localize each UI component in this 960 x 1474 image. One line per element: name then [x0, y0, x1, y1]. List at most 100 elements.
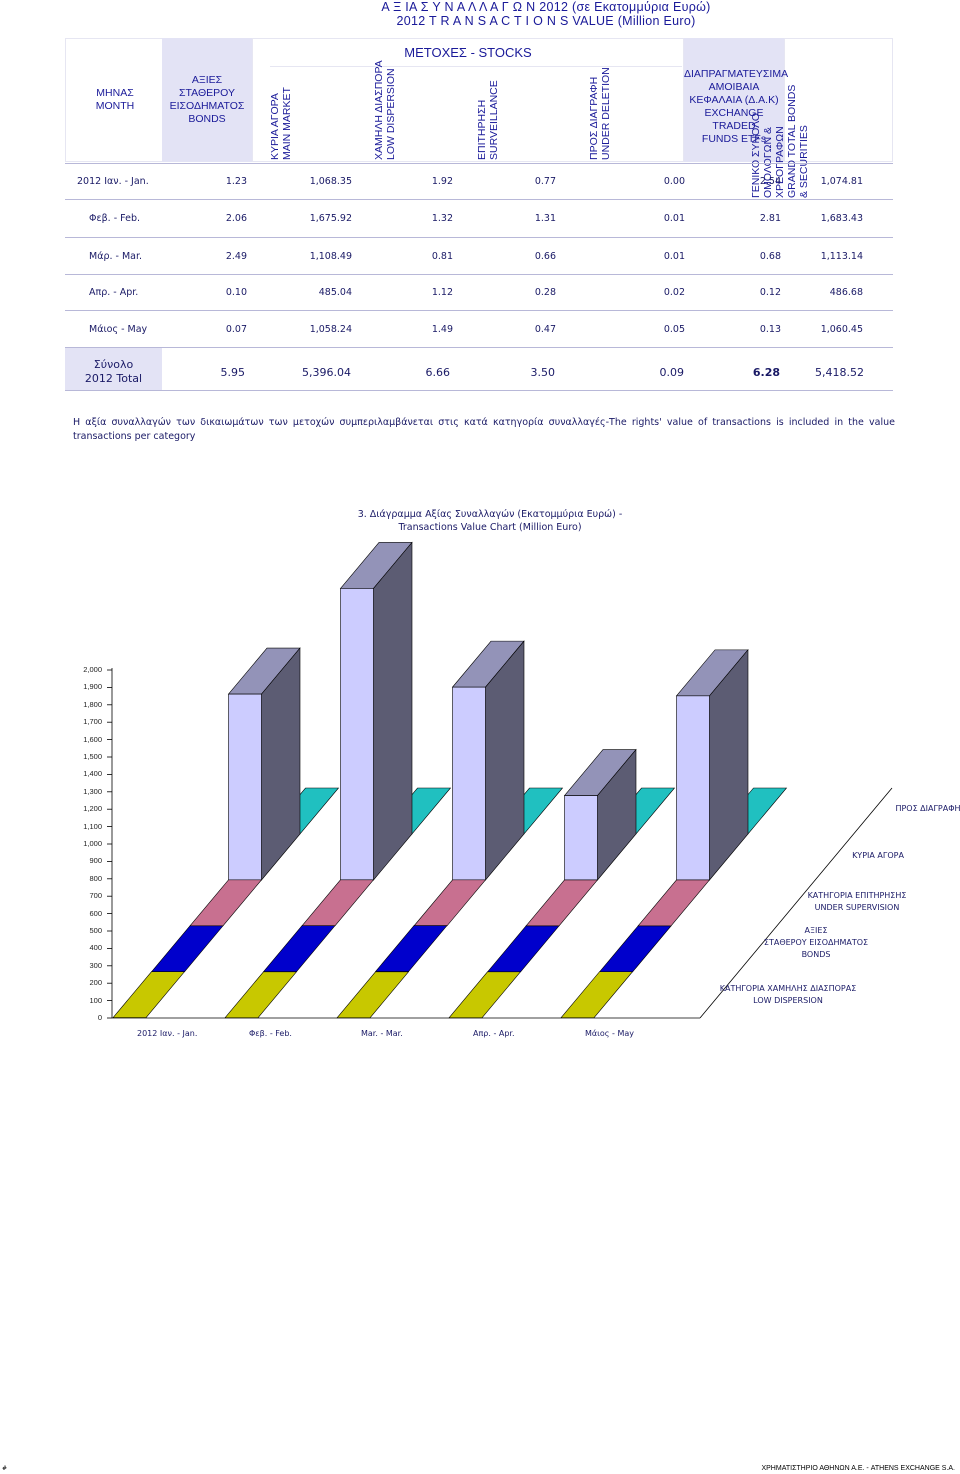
series-label-line: ΣΤΑΘΕΡΟΥ ΕΙΣΟΔΗΜΑΤΟΣ — [763, 938, 869, 947]
bar-top — [451, 640, 525, 688]
cell-total: 1,060.45 — [820, 324, 863, 335]
row-divider — [65, 390, 893, 391]
cell-etf: 0.12 — [759, 287, 781, 298]
bar-side — [261, 647, 301, 881]
cell-surv: 0.77 — [534, 176, 556, 187]
cell-surv: 1.31 — [534, 213, 556, 224]
bar-top — [189, 879, 263, 927]
bar-side — [709, 649, 749, 881]
bar — [228, 693, 262, 881]
header-under-deletion: ΠΡΟΣ ΔΙΑΓΡΑΦΗ UNDER DELETION — [588, 67, 612, 160]
y-tick-label: 100 — [89, 995, 102, 1005]
cell-low: 1.92 — [431, 176, 453, 187]
series-label: ΑΞΙΕΣ ΣΤΑΘΕΡΟΥ ΕΙΣΟΔΗΜΑΤΟΣ BONDS — [736, 925, 896, 961]
y-tick-label: 2,000 — [83, 665, 102, 674]
bar-top — [378, 787, 452, 835]
bar-top — [413, 879, 487, 927]
cell-bonds: 1.23 — [225, 176, 247, 187]
total-etf: 6.28 — [752, 366, 780, 379]
bar-top — [301, 879, 375, 927]
total-row-panel — [65, 348, 162, 390]
bar — [676, 695, 710, 881]
y-tick-label: 0 — [97, 1013, 102, 1022]
page-subtitle: 2012 T R A N S A C T I O N S VALUE (Mill… — [396, 14, 696, 28]
bar-top — [598, 925, 672, 973]
x-tick-label: Απρ. - Apr. — [473, 1029, 515, 1038]
bar-top — [112, 971, 186, 1018]
chart-subtitle: Transactions Value Chart (Million Euro) — [398, 522, 582, 533]
bar — [340, 588, 374, 881]
bar-top — [490, 787, 564, 835]
cell-total: 486.68 — [829, 287, 863, 298]
bar-top — [262, 925, 336, 972]
cell-etf: 0.13 — [759, 324, 781, 335]
row-divider — [65, 199, 893, 200]
bar-top — [339, 542, 413, 589]
cell-total: 1,683.43 — [820, 213, 863, 224]
bar-top — [486, 925, 560, 973]
y-tick-label: 500 — [89, 926, 102, 935]
cell-bonds: 0.07 — [225, 324, 247, 335]
series-label-line: ΚΥΡΙΑ ΑΓΟΡΑ — [852, 851, 904, 860]
cell-low: 0.81 — [431, 251, 453, 262]
cell-del: 0.01 — [663, 251, 685, 262]
row-divider — [65, 163, 893, 164]
cell-del: 0.02 — [663, 287, 685, 298]
cell-month: Απρ. - Apr. — [89, 287, 139, 298]
bar-side — [373, 541, 413, 881]
header-panel-left — [65, 38, 165, 162]
cell-bonds: 2.49 — [225, 251, 247, 262]
row-divider — [65, 237, 893, 238]
footer-right: ΧΡΗΜΑΤΙΣΤΗΡΙΟ ΑΘΗΝΩΝ Α.Ε. - ATHENS EXCHA… — [761, 1465, 955, 1472]
series-label: ΠΡΟΣ ΔΙΑΓΡΑΦΗ — [848, 803, 960, 815]
cell-main: 1,675.92 — [309, 213, 352, 224]
cell-del: 0.05 — [663, 324, 685, 335]
cell-month: Μάρ. - Mar. — [89, 251, 143, 262]
total-low: 6.66 — [425, 366, 451, 379]
series-label-line: ΚΑΤΗΓΟΡΙΑ ΕΠΙΤΗΡΗΣΗΣ — [807, 891, 907, 900]
x-tick-label: Μάιος - May — [585, 1029, 634, 1038]
footer-left: # — [2, 1465, 8, 1472]
cell-month: Φεβ. - Feb. — [89, 213, 141, 224]
y-tick-label: 1,400 — [83, 769, 102, 779]
series-label: ΚΑΤΗΓΟΡΙΑ ΕΠΙΤΗΡΗΣΗΣ UNDER SUPERVISION — [777, 890, 937, 914]
row-divider — [65, 310, 893, 311]
y-tick-label: 1,200 — [83, 804, 102, 814]
series-label-line: UNDER SUPERVISION — [814, 903, 900, 912]
series-label: ΚΑΤΗΓΟΡΙΑ ΧΑΜΗΛΗΣ ΔΙΑΣΠΟΡΑΣ LOW DISPERSIO… — [708, 983, 868, 1007]
cell-month: 2012 Ιαν. - Jan. — [77, 176, 149, 187]
cell-surv: 0.28 — [534, 287, 556, 298]
stocks-group-divider — [270, 66, 682, 67]
cell-low: 1.32 — [431, 213, 453, 224]
y-tick-label: 800 — [89, 873, 102, 883]
y-tick-label: 1,600 — [83, 734, 102, 744]
bar-top — [714, 787, 788, 835]
header-bonds: ΑΞΙΕΣ ΣΤΑΘΕΡΟΥ ΕΙΣΟΔΗΜΑΤΟΣ BONDS — [169, 74, 245, 125]
bar — [564, 795, 598, 881]
cell-main: 1,108.49 — [309, 251, 352, 262]
series-label-line: ΚΑΤΗΓΟΡΙΑ ΧΑΜΗΛΗΣ ΔΙΑΣΠΟΡΑΣ — [719, 984, 857, 993]
series-label-line: ΑΞΙΕΣ — [804, 926, 828, 935]
y-tick-label: 1,000 — [83, 839, 102, 848]
y-tick-label: 1,700 — [83, 717, 102, 727]
cell-low: 1.12 — [431, 287, 453, 298]
header-month: ΜΗΝΑΣ MONTH — [95, 87, 135, 112]
bar-top — [374, 925, 448, 972]
header-etf: ΔΙΑΠΡΑΓΜΑΤΕΥΣΙΜΑ ΑΜΟΙΒΑΙΑ ΚΕΦΑΛΑΙΑ (Δ.Α.… — [684, 68, 789, 145]
cell-surv: 0.66 — [534, 251, 556, 262]
y-tick-label: 400 — [89, 943, 102, 953]
bar-top — [560, 971, 634, 1019]
bar — [452, 686, 486, 881]
total-bonds: 5.95 — [220, 366, 246, 379]
chart-title: 3. Διάγραμμα Αξίας Συναλλαγών (Εκατομμύρ… — [357, 509, 623, 520]
y-tick-label: 1,300 — [83, 786, 102, 796]
bar-side — [485, 640, 525, 881]
cell-bonds: 2.06 — [225, 213, 247, 224]
bar-top — [336, 971, 410, 1019]
header-panel-total — [784, 38, 893, 162]
cell-main: 1,068.35 — [309, 176, 352, 187]
y-tick-label: 300 — [89, 960, 102, 970]
bar-top — [675, 649, 749, 697]
bar-top — [224, 971, 298, 1019]
cell-etf: 2.54 — [759, 176, 781, 187]
